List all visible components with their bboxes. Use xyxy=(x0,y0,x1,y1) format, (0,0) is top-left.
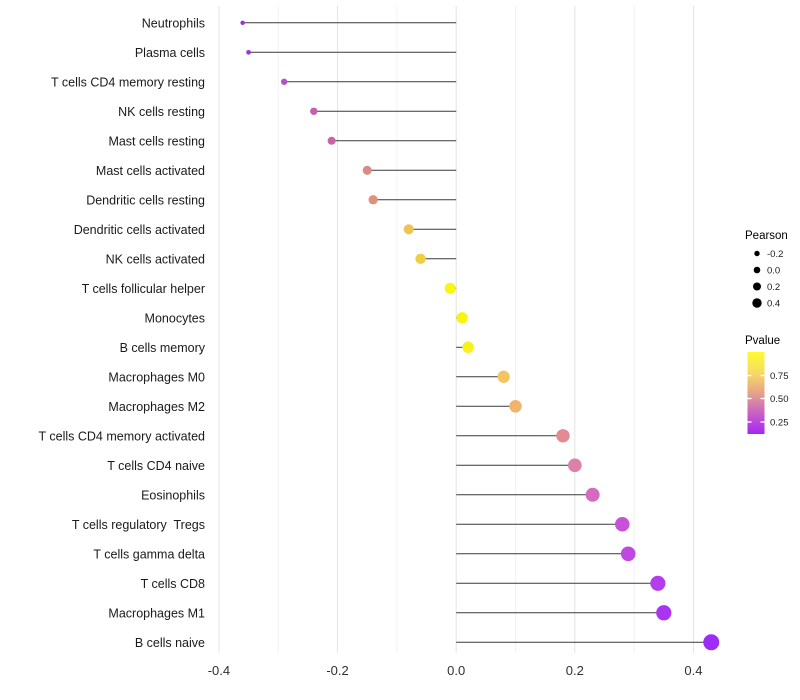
legend-pearson-label: 0.2 xyxy=(767,282,780,293)
lollipop-dot xyxy=(240,20,245,25)
y-axis-label: NK cells activated xyxy=(106,252,205,266)
lollipop-dot xyxy=(456,312,468,324)
lollipop-dot xyxy=(703,634,720,651)
y-axis-label: B cells naive xyxy=(135,636,205,650)
lollipop-dot xyxy=(567,458,582,473)
y-axis-label: Monocytes xyxy=(145,311,205,325)
x-axis-tick-label: -0.4 xyxy=(208,663,230,678)
y-axis-label: T cells follicular helper xyxy=(82,282,205,296)
x-axis-tick-label: -0.2 xyxy=(326,663,348,678)
y-axis-label: T cells CD4 naive xyxy=(107,459,205,473)
y-axis-labels-group: Neutrophils Plasma cells T cells CD4 memor… xyxy=(39,16,206,650)
y-axis-label: T cells regulatory Tregs xyxy=(72,518,205,532)
lollipop-dot xyxy=(462,341,474,354)
x-axis-labels-group: -0.4 -0.2 0.0 0.2 0.4 xyxy=(208,663,703,678)
lollipop-dot xyxy=(327,136,336,145)
legend-pvalue-label: 0.75 xyxy=(770,371,789,382)
legend-pearson-dot xyxy=(754,250,760,257)
lollipop-dot xyxy=(650,575,666,591)
lollipop-dot xyxy=(656,605,672,621)
x-axis-tick-label: 0.2 xyxy=(566,663,584,678)
y-axis-label: T cells gamma delta xyxy=(93,547,205,561)
y-axis-label: Dendritic cells resting xyxy=(86,193,205,207)
legend-pearson-dot xyxy=(752,298,762,308)
y-axis-label: Neutrophils xyxy=(142,16,205,30)
legend-pearson-size: Pearson -0.2 0.0 0.2 0.4 xyxy=(745,230,788,310)
y-axis-label: T cells CD4 memory resting xyxy=(51,75,205,89)
y-axis-label: Macrophages M0 xyxy=(108,370,205,384)
dots-group xyxy=(240,20,720,651)
y-axis-label: T cells CD4 memory activated xyxy=(39,429,206,443)
legend-pvalue-colorbar: Pvalue 0.75 0.50 0.25 xyxy=(745,335,789,434)
lollipop-dot xyxy=(509,400,522,413)
lollipop-dot xyxy=(246,49,251,55)
lollipop-dot xyxy=(310,107,318,116)
lollipop-dot xyxy=(620,546,636,562)
lollipop-dot xyxy=(585,487,600,502)
x-axis-tick-label: 0.4 xyxy=(684,663,702,678)
legend-pearson-label: -0.2 xyxy=(767,249,783,260)
y-axis-label: Eosinophils xyxy=(141,488,205,502)
y-axis-label: Macrophages M2 xyxy=(108,400,205,414)
legend-pearson-label: 0.0 xyxy=(767,266,780,277)
x-axis-tick-label: 0.0 xyxy=(447,663,465,678)
stems-group xyxy=(242,22,712,643)
lollipop-dot xyxy=(444,282,456,294)
gridlines-group xyxy=(218,6,694,653)
lollipop-dot xyxy=(556,429,570,443)
lollipop-dot xyxy=(280,78,288,85)
y-axis-label: Macrophages M1 xyxy=(108,606,205,620)
y-axis-label: T cells CD8 xyxy=(141,577,205,591)
y-axis-label: NK cells resting xyxy=(118,105,205,119)
y-axis-label: Mast cells resting xyxy=(108,134,205,148)
y-axis-label: Plasma cells xyxy=(135,46,205,60)
legend-pvalue-bar xyxy=(747,352,765,434)
lollipop-dot xyxy=(415,253,426,265)
legend-pearson-title: Pearson xyxy=(745,230,788,242)
lollipop-dot xyxy=(368,195,378,205)
legend-pearson-dot xyxy=(753,266,761,274)
legend-pearson-dot xyxy=(753,282,761,291)
y-axis-label: B cells memory xyxy=(120,341,206,355)
lollipop-dot xyxy=(403,224,414,235)
legend-pvalue-title: Pvalue xyxy=(745,335,780,347)
legend-pvalue-label: 0.25 xyxy=(770,418,789,429)
y-axis-label: Dendritic cells activated xyxy=(74,223,205,237)
lollipop-dot xyxy=(362,165,372,175)
lollipop-dot xyxy=(615,517,630,532)
lollipop-dot xyxy=(497,370,510,383)
y-axis-label: Mast cells activated xyxy=(96,164,205,178)
legend-pvalue-label: 0.50 xyxy=(770,394,789,405)
legend-pearson-label: 0.4 xyxy=(767,299,780,310)
